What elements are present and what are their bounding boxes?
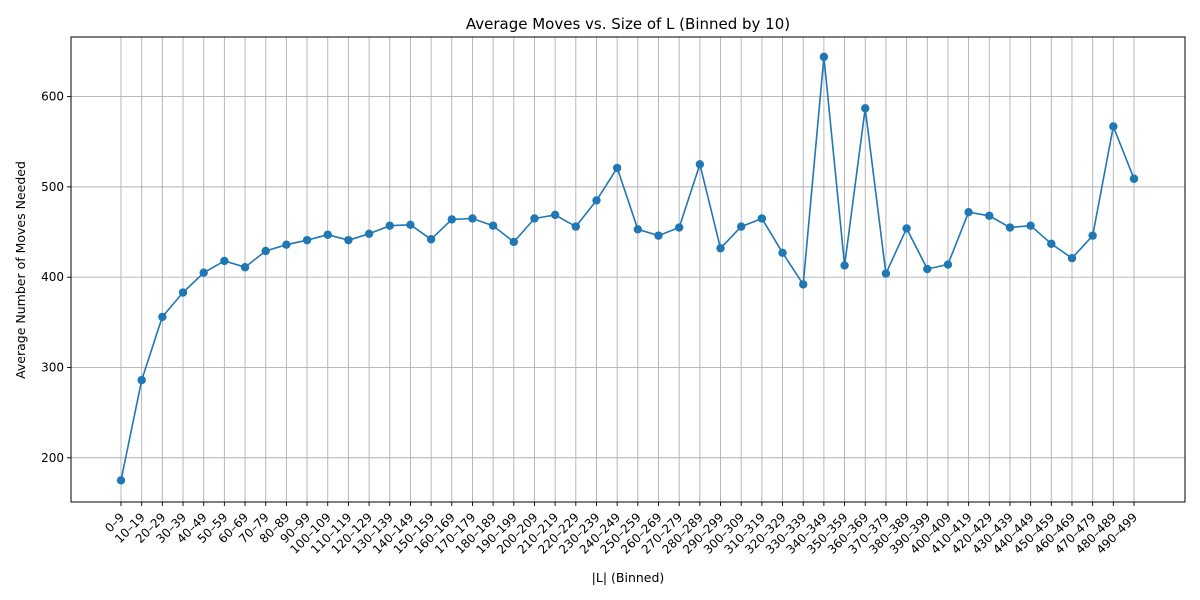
plot-frame <box>70 36 1186 503</box>
data-point <box>902 224 911 233</box>
data-point <box>778 248 787 257</box>
data-point <box>1129 174 1139 183</box>
data-point <box>426 235 436 244</box>
data-point <box>571 222 581 231</box>
chart-title: Average Moves vs. Size of L (Binned by 1… <box>466 15 790 33</box>
data-point <box>695 160 705 169</box>
data-point <box>385 221 394 230</box>
data-point <box>654 231 663 240</box>
data-point <box>282 240 291 249</box>
data-point <box>550 210 560 220</box>
grid-layer <box>71 37 1185 502</box>
data-point <box>1088 231 1097 240</box>
data-point <box>344 235 353 245</box>
y-tick-label: 600 <box>41 90 64 104</box>
data-point <box>840 261 849 270</box>
series-line <box>120 56 1135 481</box>
data-point <box>530 214 539 223</box>
y-axis-label: Average Number of Moves Needed <box>13 161 28 379</box>
data-point <box>1026 221 1035 230</box>
y-tick-label: 400 <box>41 270 64 284</box>
data-point <box>302 235 312 245</box>
y-tick-label: 200 <box>41 451 64 465</box>
data-point <box>757 214 767 223</box>
data-point <box>1067 254 1077 263</box>
x-axis: 0–910–1920–2930–3940–4950–5960–6970–7980… <box>102 502 1140 557</box>
data-point <box>964 207 973 217</box>
data-point <box>261 246 270 256</box>
data-point <box>509 237 518 247</box>
data-point <box>943 260 953 269</box>
data-point <box>923 264 932 274</box>
data-point <box>881 269 891 278</box>
data-point <box>220 256 229 266</box>
data-point <box>716 244 725 253</box>
data-point <box>199 268 208 277</box>
data-point <box>1047 239 1056 248</box>
data-point <box>116 476 126 485</box>
data-point <box>633 225 643 234</box>
data-point <box>674 223 684 232</box>
data-point <box>985 211 994 220</box>
data-point <box>592 196 601 205</box>
data-point <box>178 288 188 297</box>
data-point <box>364 229 374 239</box>
data-point <box>861 104 870 113</box>
data-point <box>737 222 746 231</box>
x-axis-label: |L| (Binned) <box>592 570 665 585</box>
data-point <box>819 52 829 62</box>
data-point <box>137 375 146 385</box>
y-axis: 200 300 400 500 600 <box>41 90 71 465</box>
data-point <box>799 280 808 289</box>
data-point <box>158 312 167 322</box>
data-point <box>1109 122 1118 131</box>
data-point <box>406 220 415 230</box>
data-point <box>488 221 498 230</box>
series-layer <box>116 52 1139 485</box>
data-point <box>323 230 332 239</box>
y-tick-label: 300 <box>41 360 64 374</box>
y-tick-label: 500 <box>41 180 64 194</box>
data-point <box>447 215 456 224</box>
data-point <box>468 214 477 223</box>
data-point <box>612 163 622 173</box>
data-point <box>240 263 250 272</box>
data-point <box>1005 223 1015 232</box>
